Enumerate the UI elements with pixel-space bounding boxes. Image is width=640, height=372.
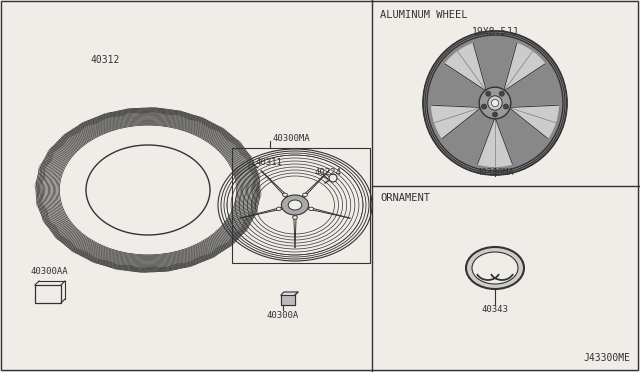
Text: 40311: 40311 <box>255 157 282 167</box>
Ellipse shape <box>466 247 524 289</box>
Text: 40343: 40343 <box>481 305 508 314</box>
Ellipse shape <box>303 193 307 197</box>
Polygon shape <box>477 118 513 166</box>
Circle shape <box>492 99 499 107</box>
Circle shape <box>423 31 567 175</box>
Text: 40224: 40224 <box>315 167 342 176</box>
Ellipse shape <box>288 200 302 210</box>
Bar <box>232 148 370 263</box>
Circle shape <box>486 91 491 96</box>
Ellipse shape <box>292 216 298 219</box>
Ellipse shape <box>276 207 281 211</box>
Circle shape <box>504 104 508 109</box>
Ellipse shape <box>308 207 314 211</box>
Circle shape <box>492 112 497 117</box>
Ellipse shape <box>283 193 287 197</box>
Text: 40300AA: 40300AA <box>30 267 68 276</box>
Text: 40300MA: 40300MA <box>476 167 514 176</box>
Circle shape <box>481 104 486 109</box>
Circle shape <box>329 174 337 182</box>
Text: ORNAMENT: ORNAMENT <box>380 193 430 203</box>
Ellipse shape <box>282 195 308 215</box>
Polygon shape <box>35 285 61 303</box>
Polygon shape <box>281 292 298 295</box>
Ellipse shape <box>86 145 210 235</box>
Text: 19X8.5JJ: 19X8.5JJ <box>472 27 518 37</box>
Circle shape <box>499 91 504 96</box>
Circle shape <box>488 96 502 110</box>
Polygon shape <box>445 44 486 92</box>
Ellipse shape <box>472 252 518 284</box>
Text: 40300MA: 40300MA <box>273 134 310 142</box>
Polygon shape <box>504 44 545 92</box>
Text: J43300ME: J43300ME <box>583 353 630 363</box>
Text: ALUMINUM WHEEL: ALUMINUM WHEEL <box>380 10 467 20</box>
Circle shape <box>479 87 511 119</box>
Text: 40312: 40312 <box>90 55 120 65</box>
Polygon shape <box>509 105 558 138</box>
Text: 40300A: 40300A <box>267 311 299 321</box>
Polygon shape <box>281 295 295 305</box>
Polygon shape <box>431 105 481 138</box>
